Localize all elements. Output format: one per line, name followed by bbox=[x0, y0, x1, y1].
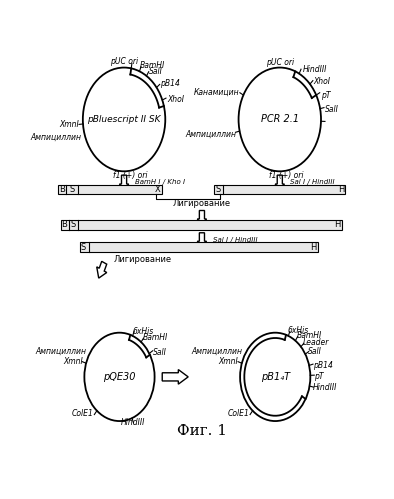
Text: HindIII: HindIII bbox=[121, 418, 145, 427]
Text: BamHI: BamHI bbox=[143, 333, 168, 342]
Text: pB14: pB14 bbox=[313, 361, 333, 370]
Text: Ампициллин: Ампициллин bbox=[185, 130, 236, 139]
Text: pUC ori: pUC ori bbox=[110, 57, 138, 66]
Text: pT: pT bbox=[321, 91, 331, 100]
Bar bbox=[58, 185, 162, 195]
Text: XmnI: XmnI bbox=[59, 120, 79, 129]
Text: S: S bbox=[71, 221, 76, 230]
Text: X: X bbox=[155, 185, 160, 194]
Text: H: H bbox=[335, 221, 341, 230]
Text: Ампициллин: Ампициллин bbox=[191, 346, 242, 355]
Text: ColE1: ColE1 bbox=[227, 409, 249, 418]
Text: HindIII: HindIII bbox=[303, 65, 327, 74]
Text: S: S bbox=[69, 185, 75, 194]
Text: pBluescript II SK: pBluescript II SK bbox=[87, 115, 161, 124]
Text: S: S bbox=[81, 243, 86, 251]
Text: 6xHis: 6xHis bbox=[133, 326, 154, 335]
Text: Фиг. 1: Фиг. 1 bbox=[177, 424, 227, 438]
Text: pB1₄T: pB1₄T bbox=[261, 372, 290, 382]
Text: BamHI: BamHI bbox=[296, 331, 322, 340]
Text: Leader: Leader bbox=[303, 338, 329, 347]
Text: Sal I / HindIII: Sal I / HindIII bbox=[290, 179, 335, 185]
Polygon shape bbox=[162, 370, 188, 384]
Text: SalI: SalI bbox=[325, 105, 338, 114]
Text: PCR 2.1: PCR 2.1 bbox=[261, 114, 299, 124]
Text: B: B bbox=[61, 221, 67, 230]
Text: BamH I / Kho I: BamH I / Kho I bbox=[135, 179, 185, 185]
Text: Канамицин: Канамицин bbox=[194, 88, 240, 97]
Text: SalI: SalI bbox=[309, 347, 322, 356]
Text: XhoI: XhoI bbox=[314, 77, 331, 86]
Bar bbox=[80, 243, 318, 252]
Text: XmnI: XmnI bbox=[219, 357, 238, 366]
Polygon shape bbox=[97, 261, 107, 278]
Text: B: B bbox=[59, 185, 65, 194]
Polygon shape bbox=[275, 175, 284, 191]
Bar bbox=[214, 185, 346, 195]
Text: Лигирование: Лигирование bbox=[173, 200, 231, 209]
Text: pT: pT bbox=[314, 372, 323, 381]
Text: Ампициллин: Ампициллин bbox=[35, 346, 87, 355]
Text: BamHI: BamHI bbox=[140, 61, 165, 70]
Text: H: H bbox=[338, 185, 344, 194]
Text: pQE30: pQE30 bbox=[103, 372, 136, 382]
Text: Ампициллин: Ампициллин bbox=[30, 133, 81, 142]
Text: f1 (+) ori: f1 (+) ori bbox=[269, 171, 303, 180]
Text: f1 (+) ori: f1 (+) ori bbox=[113, 171, 148, 180]
Bar bbox=[61, 220, 342, 230]
Text: SalI: SalI bbox=[153, 348, 167, 357]
Text: H: H bbox=[310, 243, 316, 251]
Polygon shape bbox=[119, 175, 128, 191]
Text: pUC ori: pUC ori bbox=[266, 58, 294, 67]
Polygon shape bbox=[197, 211, 206, 226]
Text: HindIII: HindIII bbox=[313, 383, 337, 392]
Text: S: S bbox=[215, 185, 220, 194]
Text: Лигирование: Лигирование bbox=[113, 255, 171, 264]
Text: XmnI: XmnI bbox=[63, 357, 83, 366]
Text: 6xHis: 6xHis bbox=[287, 326, 309, 335]
Polygon shape bbox=[197, 233, 206, 248]
Text: SalI: SalI bbox=[149, 66, 163, 76]
Text: pB14: pB14 bbox=[160, 79, 180, 88]
Text: Sal I / HindIII: Sal I / HindIII bbox=[213, 237, 257, 243]
Text: ColE1: ColE1 bbox=[72, 409, 93, 418]
Text: XhoI: XhoI bbox=[167, 95, 184, 104]
